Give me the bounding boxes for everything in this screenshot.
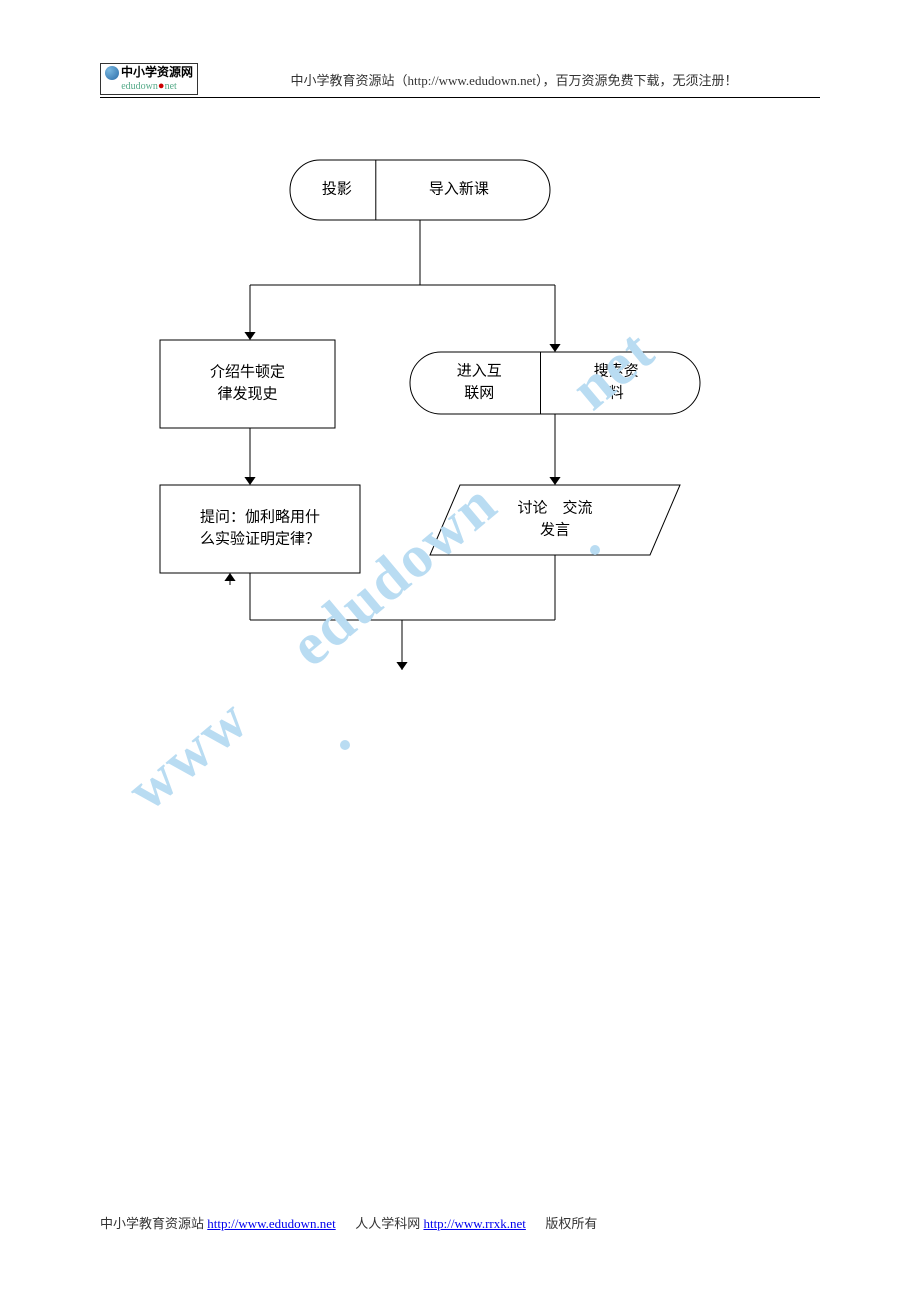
footer-link1[interactable]: http://www.edudown.net [207,1216,335,1231]
footer-link2[interactable]: http://www.rrxk.net [423,1216,525,1231]
flowchart-diagram: 投影 导入新课介绍牛顿定律发现史 进入互联网 搜索资料提问：伽利略用什么实验证明定律？… [100,140,820,690]
svg-text:么实验证明定律？: 么实验证明定律？ [200,530,320,547]
logo-text-line1: 中小学资源网 [121,66,193,79]
svg-text:联网: 联网 [464,384,494,401]
svg-text:搜索资: 搜索资 [594,363,639,380]
svg-text:发言: 发言 [540,521,570,538]
svg-text:投影: 投影 [322,180,352,197]
page-header: 中小学资源网 edudown●net 中小学教育资源站（http://www.e… [100,63,820,98]
svg-text:料: 料 [609,384,624,401]
svg-text:提问：伽利略用什: 提问：伽利略用什 [200,509,320,526]
watermark-dot1 [340,740,350,750]
footer-prefix: 中小学教育资源站 [100,1216,207,1231]
svg-text:导入新课: 导入新课 [429,180,489,197]
footer-mid: 人人学科网 [339,1216,424,1231]
site-logo: 中小学资源网 edudown●net [100,63,198,95]
globe-icon [105,66,119,80]
svg-text:介绍牛顿定: 介绍牛顿定 [210,364,285,381]
svg-text:进入互: 进入互 [457,363,502,380]
watermark-www: www [114,684,263,824]
svg-text:讨论 交流: 讨论 交流 [517,499,592,517]
logo-text-line2a: edudown [121,81,158,92]
footer-suffix: 版权所有 [529,1216,597,1231]
watermark-dot2 [590,545,600,555]
flowchart-svg: 投影 导入新课介绍牛顿定律发现史 进入互联网 搜索资料提问：伽利略用什么实验证明定律？… [100,140,820,700]
header-text: 中小学教育资源站（http://www.edudown.net），百万资源免费下… [208,70,820,89]
page-footer: 中小学教育资源站 http://www.edudown.net 人人学科网 ht… [100,1213,820,1232]
svg-text:律发现史: 律发现史 [217,385,277,402]
logo-text-line2b: net [165,81,177,92]
